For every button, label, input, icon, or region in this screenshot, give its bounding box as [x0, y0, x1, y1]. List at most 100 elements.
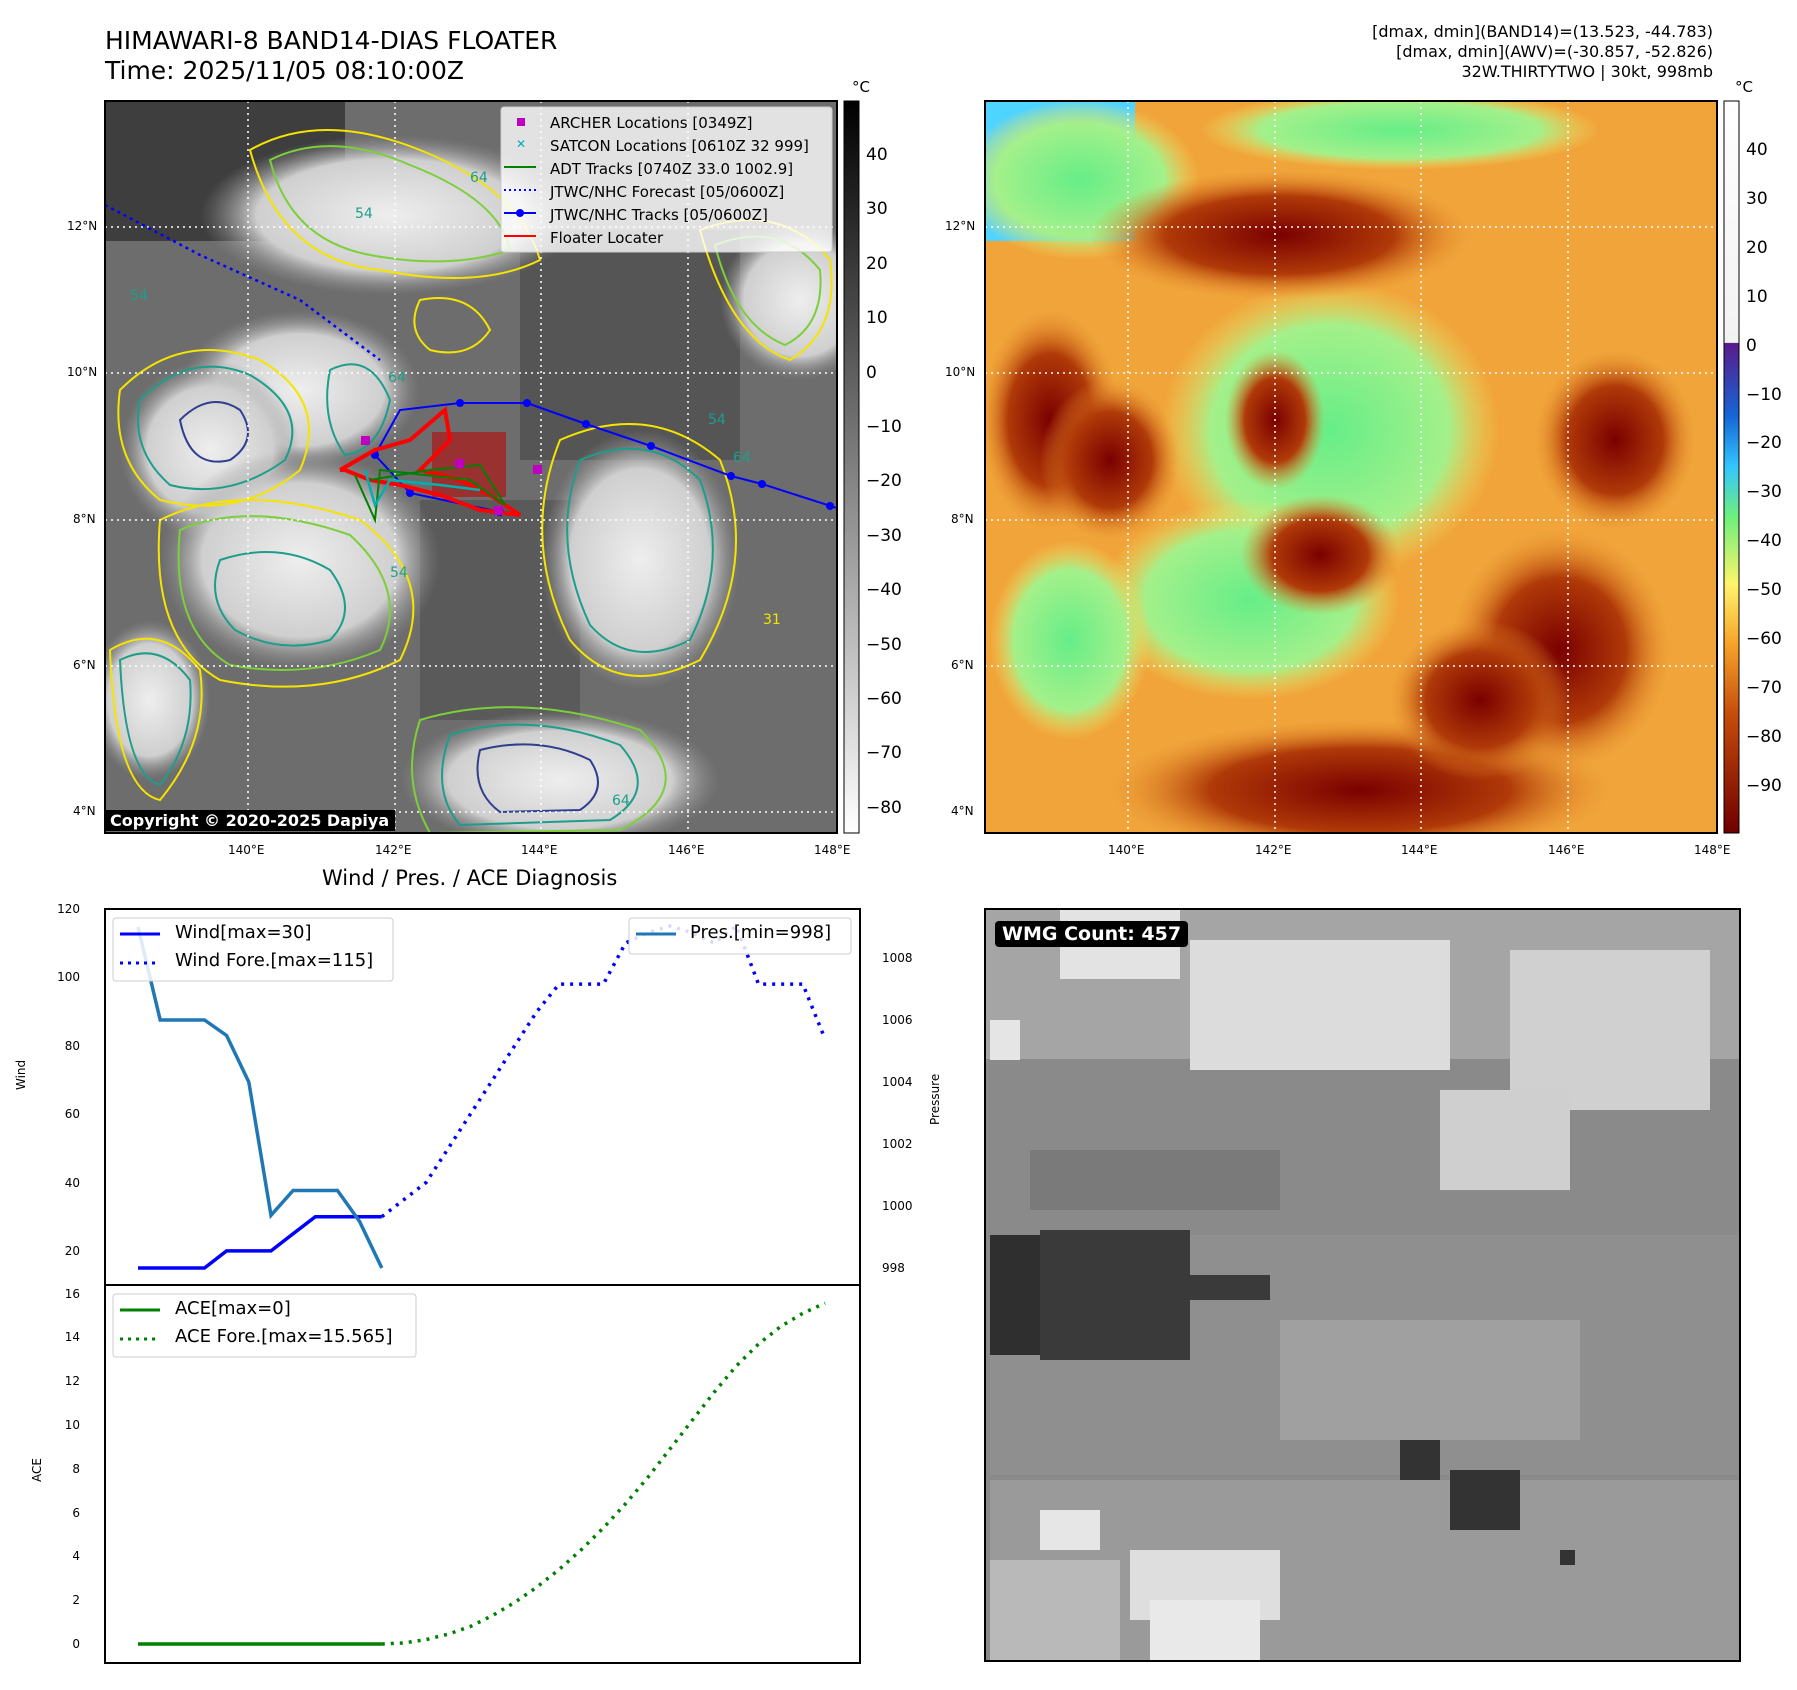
ace-ylabel: ACE [30, 1458, 44, 1482]
ir-colorbar-tick: −50 [866, 634, 902, 655]
ace-legend [112, 1293, 417, 1358]
wmg-image [985, 909, 1740, 1661]
contour-label: 64 [470, 170, 488, 186]
awv-colorbar-tick: 10 [1746, 286, 1768, 307]
ace-tick: 10 [64, 1418, 80, 1432]
pressure-tick: 1008 [882, 951, 913, 965]
pressure-tick: 998 [882, 1261, 905, 1275]
ir-lon-tick: 142°E [375, 843, 412, 857]
ace-tick: 14 [64, 1330, 80, 1345]
contour-label: 54 [355, 206, 373, 222]
awv-lat-tick: 6°N [951, 658, 974, 672]
archer-point [533, 465, 542, 474]
contour-label: 54 [708, 412, 726, 428]
ir-colorbar-tick: −10 [866, 417, 902, 437]
ir-colorbar-tick: 30 [866, 199, 888, 220]
legend-satcon-marker: ✕ [516, 137, 526, 151]
ir-colorbar-tick: 20 [866, 253, 888, 274]
wind-ylabel: Wind [14, 1059, 28, 1090]
satcon-track [363, 469, 481, 509]
figure-title-line1: HIMAWARI-8 BAND14-DIAS FLOATER [105, 26, 558, 55]
awv-lon-tick: 140°E [1108, 843, 1145, 857]
ir-lat-tick: 8°N [73, 512, 96, 526]
ir-colorbar-tick: −70 [866, 743, 902, 764]
awv-colorbar-tick: −40 [1746, 531, 1782, 552]
ir-colorbar-unit: °C [852, 78, 870, 96]
legend-adt-label: ADT Tracks [0740Z 33.0 1002.9] [550, 160, 794, 178]
ir-colorbar-tick: −40 [866, 580, 902, 601]
awv-colorbar-tick: −10 [1746, 384, 1782, 405]
ir-colorbar-tick: −60 [866, 689, 902, 709]
awv-colorbar-tick: −80 [1746, 726, 1782, 747]
jtwc-forecast-track [105, 203, 381, 361]
legend-ace-label: ACE[max=0] [175, 1298, 291, 1319]
ir-colorbar-tick: −20 [866, 471, 902, 492]
wind-pressure-plot [136, 923, 827, 1270]
pressure-tick: 1006 [882, 1013, 913, 1027]
ace-forecast-line [381, 1301, 826, 1646]
ir-lat-tick: 12°N [67, 219, 98, 233]
awv-lon-tick: 142°E [1255, 843, 1292, 857]
ir-legend: ✕ [500, 106, 833, 253]
ace-plot [138, 1301, 826, 1646]
adt-track [354, 463, 506, 524]
pressure-tick: 1002 [882, 1137, 913, 1151]
legend-wind-fore-label: Wind Fore.[max=115] [175, 950, 374, 971]
legend-wind-label: Wind[max=30] [175, 922, 312, 943]
legend-forecast-label: JTWC/NHC Forecast [05/0600Z] [550, 183, 785, 201]
archer-point [494, 506, 503, 515]
contour-label: 54 [390, 565, 408, 581]
contour-label: 54 [130, 288, 148, 304]
awv-lon-tick: 146°E [1548, 843, 1585, 857]
wind-line [138, 1214, 382, 1270]
ir-lon-tick: 144°E [521, 843, 558, 857]
ace-tick: 12 [64, 1374, 80, 1389]
awv-lat-tick: 12°N [945, 219, 976, 233]
legend-satcon-label: SATCON Locations [0610Z 32 999] [550, 137, 809, 155]
awv-gridlines [985, 101, 1717, 833]
ir-colorbar-tick: 10 [866, 308, 888, 329]
ir-lat-tick: 4°N [73, 804, 96, 818]
contour-label: 31 [763, 612, 781, 628]
ace-tick: 16 [64, 1286, 80, 1301]
ir-map-frame [104, 100, 838, 834]
pressure-tick: 1004 [882, 1075, 913, 1089]
info-line2: [dmax, dmin](AWV)=(-30.857, -52.826) [1396, 42, 1713, 61]
diagnosis-title: Wind / Pres. / ACE Diagnosis [322, 866, 618, 890]
legend-floater-label: Floater Locater [550, 229, 664, 247]
legend-archer-label: ARCHER Locations [0349Z] [550, 114, 753, 132]
copyright-label: Copyright © 2020-2025 Dapiya [104, 810, 396, 831]
pressure-line [136, 926, 384, 1269]
awv-lon-tick: 144°E [1401, 843, 1438, 857]
ir-lat-tick: 6°N [73, 658, 96, 672]
wind-legend [112, 917, 394, 982]
pressure-ylabel: Pressure [928, 1073, 942, 1125]
awv-colorbar [1723, 100, 1740, 834]
wind-tick: 20 [64, 1243, 80, 1258]
wind-tick: 60 [64, 1107, 80, 1122]
awv-lat-tick: 10°N [945, 365, 976, 379]
ace-tick: 2 [72, 1593, 80, 1608]
awv-colorbar-tick: 0 [1746, 335, 1757, 356]
ace-tick: 6 [72, 1505, 80, 1520]
pressure-legend [628, 917, 852, 955]
wmg-frame [984, 908, 1741, 1662]
archer-point [455, 459, 464, 468]
figure-title-line2: Time: 2025/11/05 08:10:00Z [105, 56, 464, 85]
ir-lon-tick: 140°E [228, 843, 265, 857]
awv-colorbar-tick: 30 [1746, 188, 1768, 209]
wind-tick: 100 [57, 970, 80, 985]
awv-colorbar-tick: −50 [1746, 580, 1782, 601]
ir-colorbar-tick: −80 [866, 797, 902, 818]
legend-archer-marker [517, 118, 525, 126]
ir-lat-tick: 10°N [67, 365, 98, 379]
ir-lon-tick: 146°E [668, 843, 705, 857]
wind-tick: 40 [64, 1175, 80, 1190]
wmg-count-badge: WMG Count: 457 [995, 921, 1189, 947]
awv-lon-tick: 148°E [1694, 843, 1731, 857]
awv-colorbar-tick: −60 [1746, 629, 1782, 649]
contour-label: 64 [388, 370, 406, 386]
awv-lat-tick: 4°N [951, 804, 974, 818]
ir-lon-tick: 148°E [814, 843, 851, 857]
